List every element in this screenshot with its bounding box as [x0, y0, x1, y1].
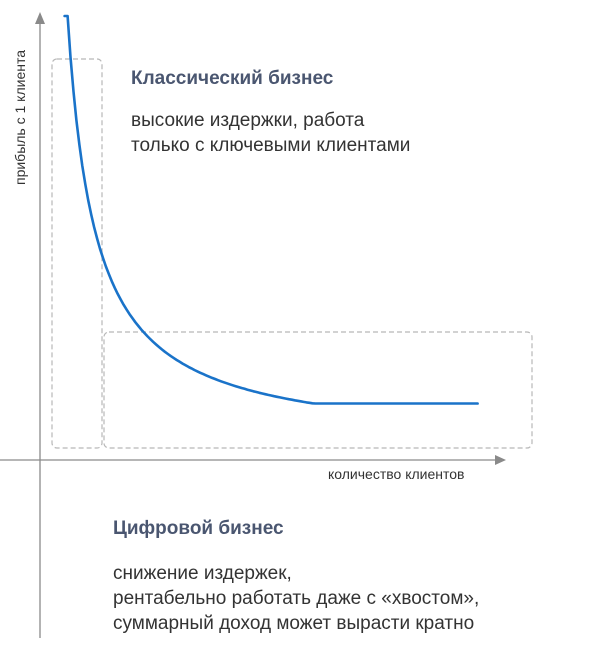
- x-axis-arrow: [495, 455, 506, 465]
- digital-region-box: [103, 331, 533, 449]
- y-axis-label: прибыль с 1 клиента: [12, 49, 28, 185]
- classic-business-description: высокие издержки, работа только с ключев…: [131, 108, 410, 158]
- series-line-0: [63, 14, 479, 405]
- classic-description-line: высокие издержки, работа: [131, 110, 365, 131]
- classic-description-line: только с ключевыми клиентами: [131, 135, 411, 156]
- classic-business-title: Классический бизнес: [131, 68, 334, 89]
- digital-business-description: снижение издержек, рентабельно работать …: [113, 561, 479, 636]
- y-axis-arrow: [35, 12, 45, 24]
- x-axis-label: количество клиентов: [328, 466, 465, 482]
- classic-region-box: [51, 58, 103, 449]
- digital-business-title: Цифровой бизнес: [113, 518, 284, 539]
- digital-description-line: рентабельно работать даже с «хвостом»,: [113, 588, 480, 609]
- digital-description-line: снижение издержек,: [113, 563, 292, 584]
- digital-description-line: суммарный доход может вырасти кратно: [113, 613, 475, 634]
